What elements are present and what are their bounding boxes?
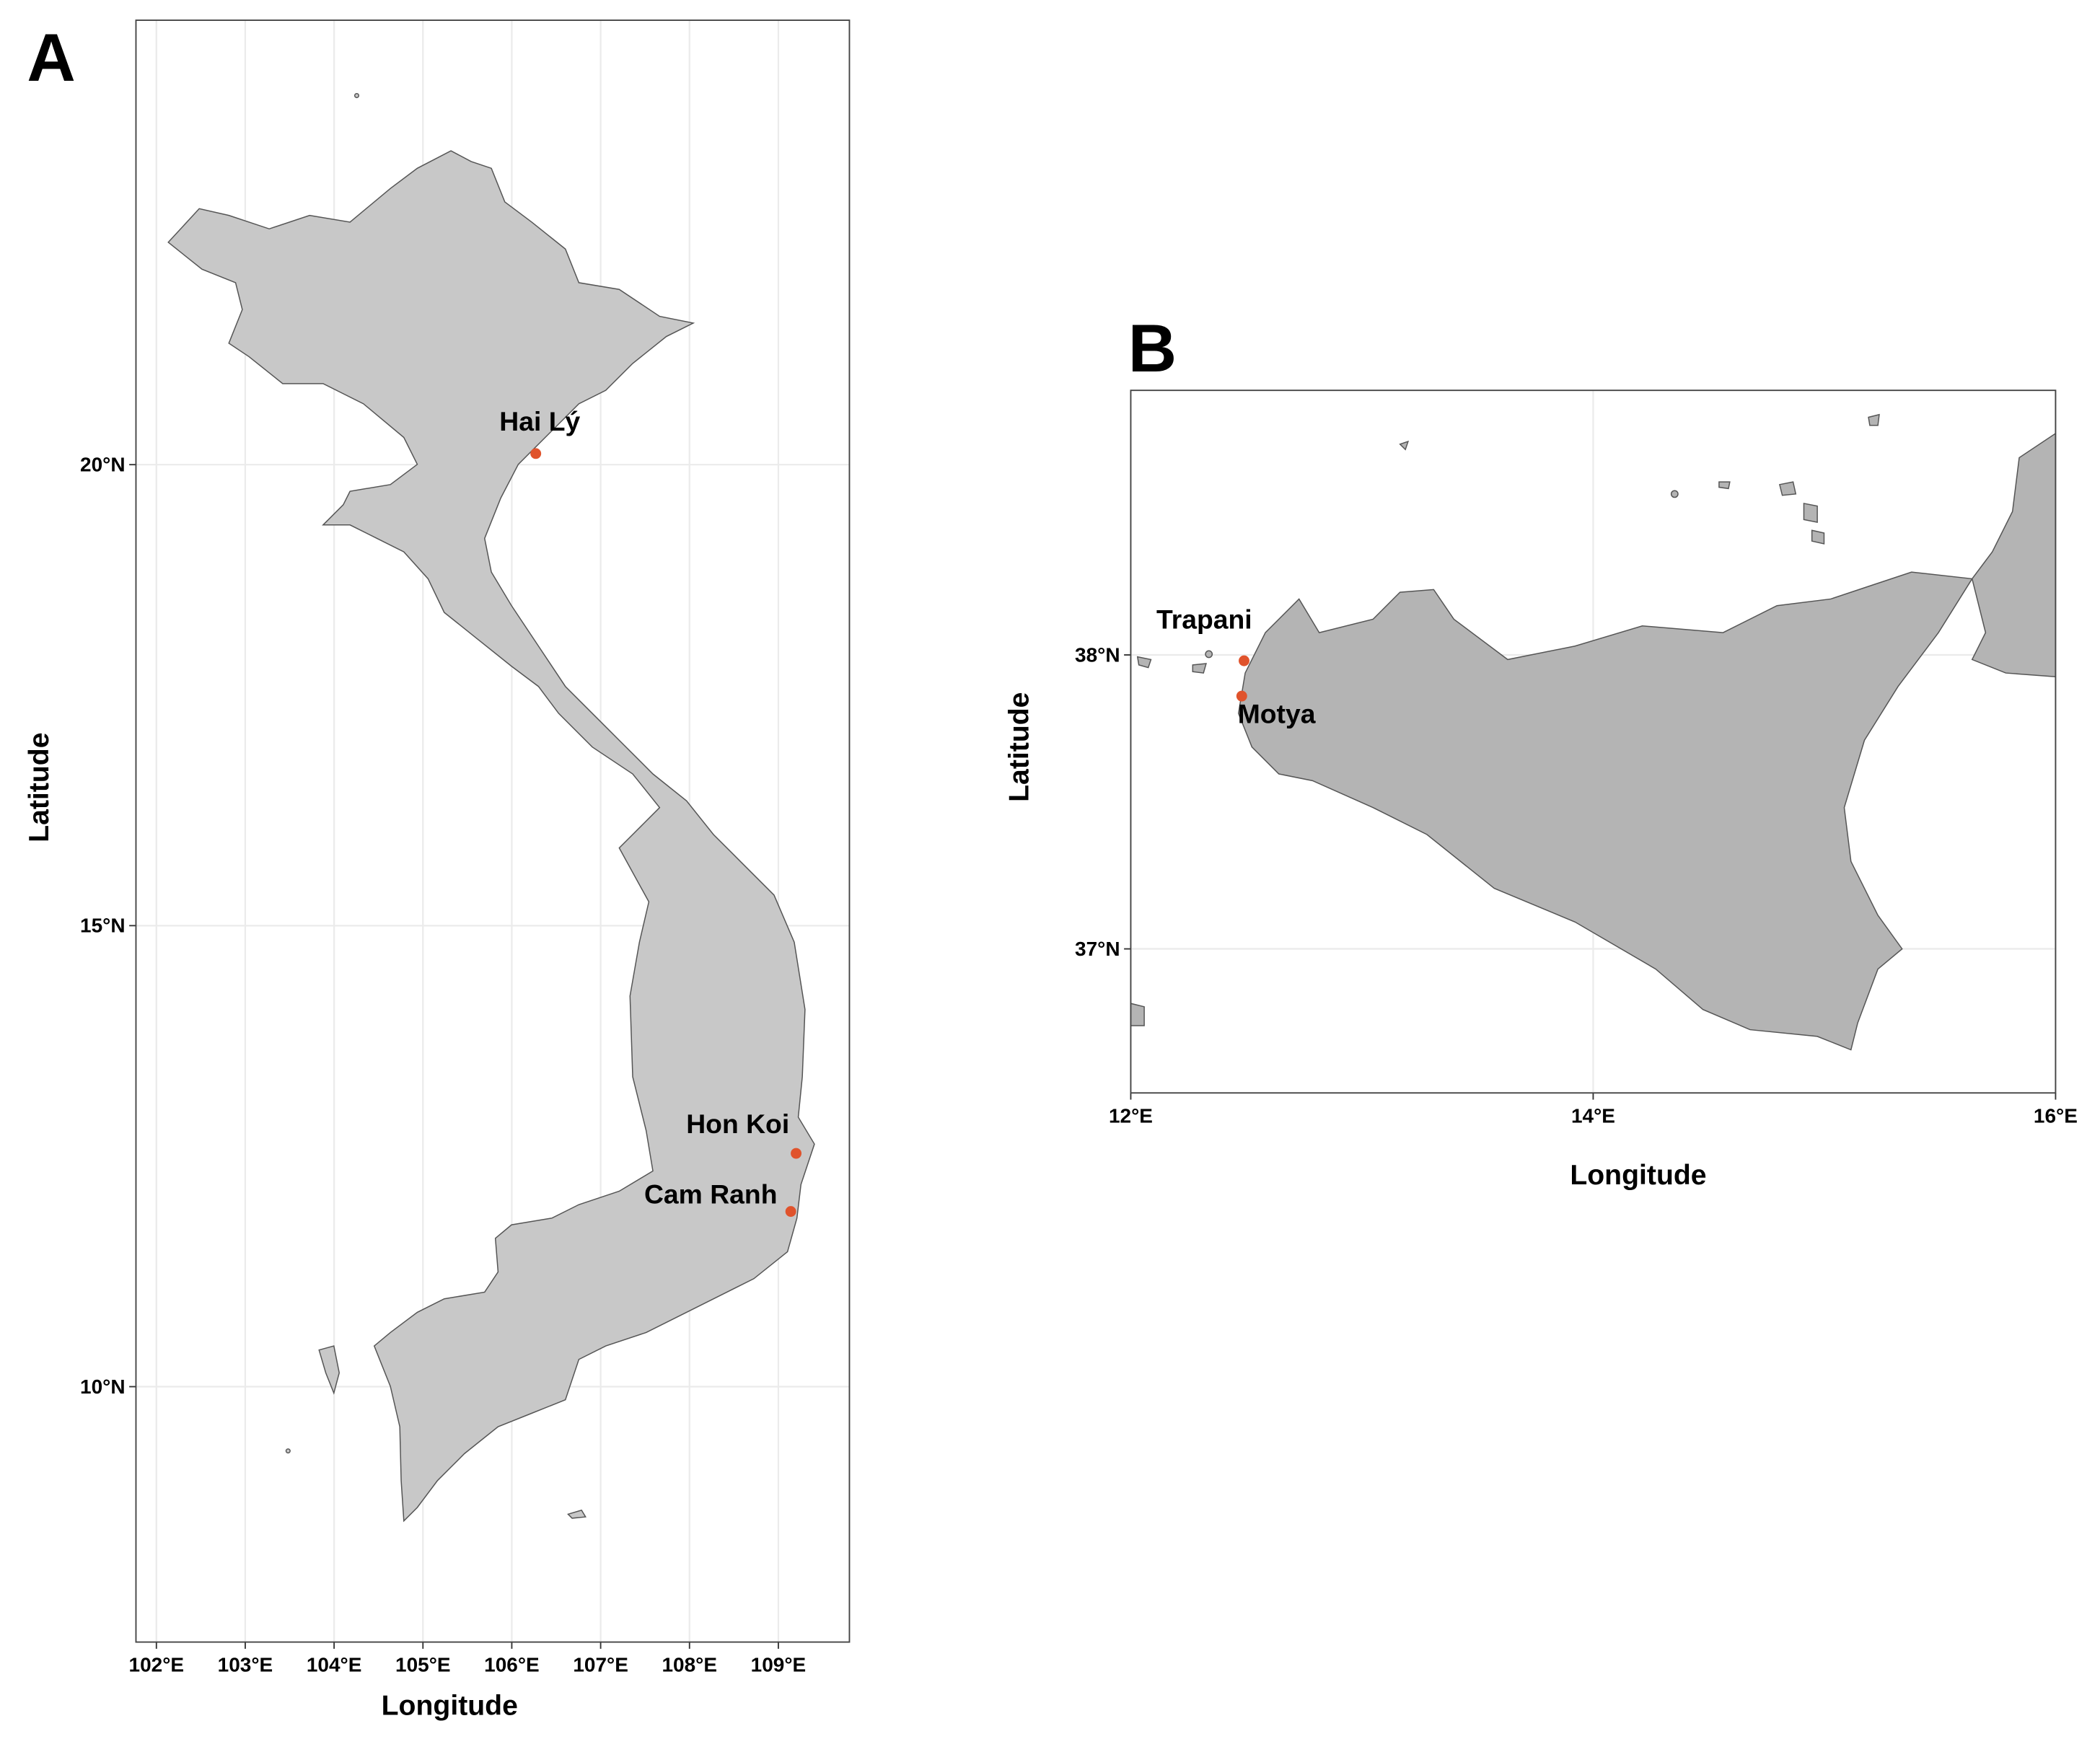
y-axis-title: Latitude: [24, 733, 55, 842]
island: [1778, 481, 1797, 496]
island: [1803, 503, 1818, 523]
site-point: [1236, 690, 1247, 702]
island: [318, 1345, 341, 1395]
site-label: Cam Ranh: [644, 1179, 778, 1209]
site-label: Hon Koi: [686, 1109, 789, 1139]
site-label: Trapani: [1156, 604, 1252, 634]
panel-border: [135, 19, 851, 1643]
site-point: [785, 1206, 796, 1218]
island: [1205, 650, 1213, 659]
island: [1670, 490, 1679, 498]
y-tick-label: 20°N: [80, 454, 126, 476]
island: [285, 1448, 291, 1454]
x-tick-label: 104°E: [307, 1654, 362, 1676]
island: [1192, 663, 1207, 674]
x-tick-label: 102°E: [129, 1654, 185, 1676]
y-tick-label: 38°N: [1075, 643, 1120, 666]
island: [353, 92, 360, 99]
site-label: Hai Lý: [499, 406, 580, 436]
site-label: Motya: [1238, 698, 1316, 728]
x-tick-label: 108°E: [662, 1654, 717, 1676]
site-point: [530, 448, 542, 459]
site-point: [791, 1148, 802, 1159]
x-tick-label: 14°E: [1571, 1104, 1615, 1127]
x-tick-label: 105°E: [395, 1654, 451, 1676]
site-point: [1239, 655, 1249, 666]
land-layer: [1130, 413, 2056, 1051]
x-tick-label: 109°E: [751, 1654, 807, 1676]
y-tick-label: 15°N: [80, 915, 126, 937]
x-tick-label: 107°E: [573, 1654, 628, 1676]
island: [1136, 656, 1152, 669]
island: [1399, 440, 1410, 451]
overlay: 102°E 103°E 104°E 105°E 106°E 107°E 108°E 109°E…: [24, 19, 851, 1721]
x-axis-title: Longitude: [382, 1690, 518, 1721]
x-tick-label: 103°E: [218, 1654, 273, 1676]
y-axis-title: Latitude: [1004, 692, 1035, 802]
y-tick-label: 37°N: [1075, 938, 1120, 960]
island: [1718, 481, 1731, 490]
island: [1868, 413, 1880, 426]
x-tick-label: 12°E: [1109, 1104, 1153, 1127]
island: [1130, 1003, 1145, 1026]
x-tick-label: 16°E: [2034, 1104, 2078, 1127]
panel-border: [1130, 389, 2057, 1094]
island: [1811, 529, 1825, 545]
panel-letter: B: [1128, 311, 1177, 386]
land-layer: [167, 92, 815, 1523]
x-axis-title: Longitude: [1570, 1160, 1706, 1191]
land-calabria: [1971, 433, 2056, 677]
x-tick-label: 106°E: [484, 1654, 540, 1676]
y-tick-label: 10°N: [80, 1375, 126, 1398]
panel-letter: A: [27, 20, 75, 95]
island: [567, 1509, 586, 1519]
land-vietnam: [167, 150, 815, 1523]
land-sicily: [1237, 571, 1973, 1051]
overlay: 12°E 14°E 16°E 37°N 38°N Longitude Latitude B Tr…: [1004, 311, 2078, 1191]
